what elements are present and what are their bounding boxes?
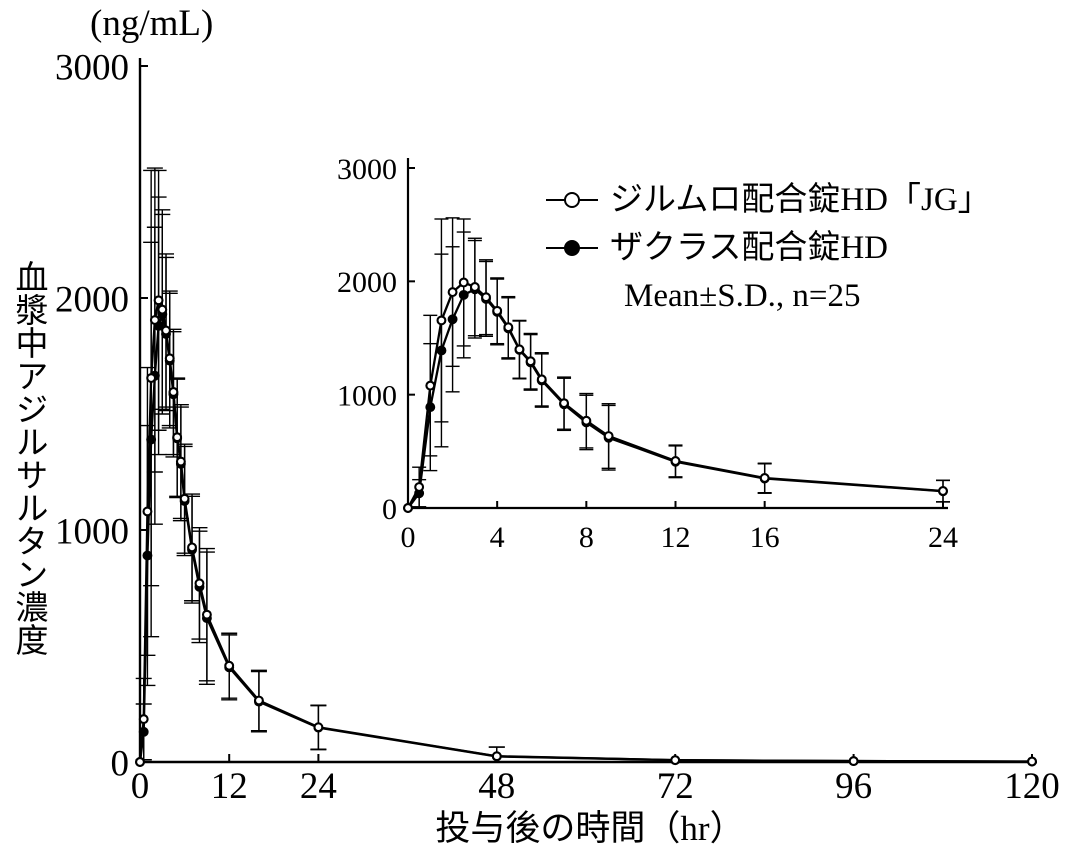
filled-circle-data-point <box>436 345 447 356</box>
open-circle-data-point <box>194 578 205 589</box>
open-circle-data-point <box>168 387 179 397</box>
open-circle-data-point <box>313 722 324 733</box>
open-circle-data-point <box>153 295 164 306</box>
open-circle-data-point <box>670 755 681 766</box>
open-circle-data-point <box>492 305 503 316</box>
open-circle-data-point <box>201 609 212 620</box>
open-circle-data-point <box>670 456 681 466</box>
open-circle-data-point <box>142 506 153 517</box>
open-circle-data-point <box>425 380 436 391</box>
open-circle-data-point <box>581 415 592 426</box>
main-x-tick-label: 120 <box>1004 766 1060 807</box>
main-x-ticks: 0 12 24 48 72 96 120 <box>131 754 1060 807</box>
inset-y-tick-label: 1000 <box>337 379 397 412</box>
main-x-tick-label: 96 <box>835 766 872 807</box>
legend-label-zacras: ザクラス配合錠HD <box>610 230 889 266</box>
open-circle-data-point <box>759 473 770 483</box>
open-circle-data-point <box>603 431 614 441</box>
open-circle-data-point <box>481 292 491 303</box>
inset-x-tick-label: 4 <box>490 521 505 554</box>
main-x-tick-label: 72 <box>657 766 694 807</box>
inset-x-tick-label: 24 <box>928 521 958 554</box>
legend-label-jg: ジルムロ配合錠HD「JG」 <box>610 182 991 218</box>
inset-y-tick-label: 0 <box>382 493 397 526</box>
main-y-ticks: 0 1000 2000 3000 <box>55 47 148 784</box>
main-y-tick-label: 2000 <box>55 279 129 320</box>
open-circle-data-point <box>224 660 235 671</box>
open-circle-data-point <box>179 493 190 504</box>
filled-circle-data-point <box>458 289 469 300</box>
open-circle-data-point <box>514 344 525 355</box>
inset-y-tick-label: 2000 <box>337 266 397 299</box>
main-y-tick-label: 3000 <box>55 47 129 88</box>
inset-x-tick-label: 0 <box>401 521 416 554</box>
inset-x-tick-label: 16 <box>750 521 780 554</box>
x-axis-title: 投与後の時間（hr） <box>435 809 745 848</box>
main-x-tick-label: 24 <box>300 766 337 807</box>
main-y-tick-label: 0 <box>111 743 130 784</box>
open-circle-data-point <box>253 695 264 706</box>
main-x-tick-label: 12 <box>211 766 248 807</box>
legend-annotation: Mean±S.D., n=25 <box>624 278 861 314</box>
legend: ジルムロ配合錠HD「JG」 ザクラス配合錠HD Mean±S.D., n=25 <box>546 176 991 320</box>
main-error-bars <box>135 167 505 762</box>
open-circle-data-point <box>848 756 859 767</box>
main-x-tick-label: 0 <box>131 766 150 807</box>
open-circle-data-point <box>536 374 547 385</box>
open-circle-data-point <box>135 757 145 767</box>
open-circle-data-point <box>414 482 425 492</box>
open-circle-data-point <box>1027 756 1037 767</box>
open-circle-data-point <box>138 714 149 725</box>
inset-series-markers-jg <box>403 277 948 513</box>
open-circle-data-point <box>559 398 569 409</box>
open-circle-data-point <box>175 456 186 467</box>
open-circle-data-point <box>146 373 157 383</box>
y-axis-title: 血漿中アジルサルタン濃度 <box>10 260 46 656</box>
open-circle-data-point <box>149 315 160 325</box>
open-circle-data-point <box>503 322 514 333</box>
open-circle-data-point <box>157 304 168 315</box>
open-circle-data-point <box>938 486 948 496</box>
open-circle-data-point <box>458 277 469 288</box>
open-circle-data-point <box>469 282 480 292</box>
open-circle-data-point <box>161 325 171 336</box>
open-circle-data-point <box>447 287 458 298</box>
main-axes <box>138 58 1037 764</box>
inset-plot: 0 4 8 12 16 24 0 1000 2000 3000 <box>337 153 958 554</box>
main-series-markers-jg <box>135 295 1037 767</box>
open-circle-marker-icon <box>546 191 598 209</box>
open-circle-data-point <box>187 542 197 553</box>
legend-row-zacras: ザクラス配合錠HD <box>546 224 991 272</box>
open-circle-data-point <box>436 315 447 326</box>
inset-x-tick-label: 12 <box>661 521 691 554</box>
open-circle-data-point <box>403 503 413 513</box>
y-axis-unit-label: (ng/mL) <box>90 3 214 44</box>
inset-y-ticks: 0 1000 2000 3000 <box>337 153 415 526</box>
inset-x-ticks: 0 4 8 12 16 24 <box>401 501 958 554</box>
open-circle-data-point <box>525 356 536 367</box>
open-circle-data-point <box>164 353 175 364</box>
filled-circle-marker-icon <box>546 239 598 257</box>
open-circle-data-point <box>172 432 183 443</box>
inset-y-tick-label: 3000 <box>337 153 397 186</box>
main-x-tick-label: 48 <box>478 766 515 807</box>
inset-x-tick-label: 8 <box>579 521 594 554</box>
open-circle-data-point <box>491 751 502 762</box>
main-y-tick-label: 1000 <box>55 511 129 552</box>
filled-circle-data-point <box>447 314 458 325</box>
legend-row-jg: ジルムロ配合錠HD「JG」 <box>546 176 991 224</box>
